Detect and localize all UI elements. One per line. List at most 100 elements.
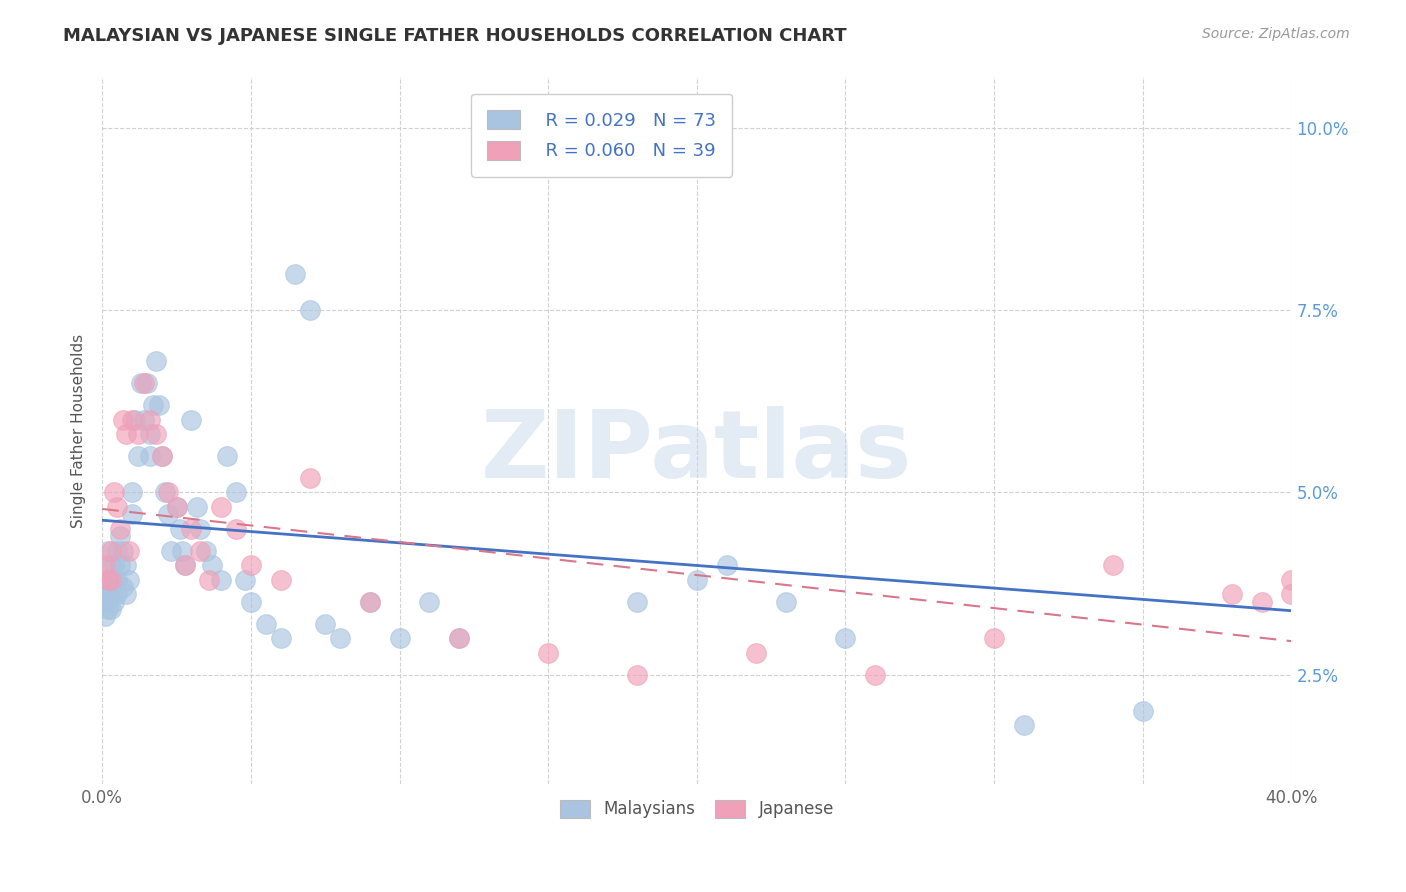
Point [329,631,352,645]
Point [195,543,218,558]
Point [156,485,179,500]
Legend: Malaysians, Japanese: Malaysians, Japanese [553,793,841,825]
Point [537,158,560,172]
Point [100,602,122,616]
Point [103,573,125,587]
Point [186,500,208,514]
Point [174,558,197,573]
Point [174,558,197,573]
Point [1132,704,1154,718]
Text: MALAYSIAN VS JAPANESE SINGLE FATHER HOUSEHOLDS CORRELATION CHART: MALAYSIAN VS JAPANESE SINGLE FATHER HOUS… [63,27,846,45]
Point [94,558,117,573]
Point [97,573,120,587]
Point [100,558,122,573]
Point [156,508,179,522]
Point [121,485,143,500]
Point [217,449,239,463]
Point [105,587,128,601]
Point [447,631,470,645]
Point [198,573,221,587]
Point [1250,595,1272,609]
Point [166,500,188,514]
Point [97,573,120,587]
Point [233,573,256,587]
Point [115,558,138,573]
Point [153,485,176,500]
Point [716,558,738,573]
Point [132,376,155,391]
Point [359,595,381,609]
Point [418,595,440,609]
Point [388,631,411,645]
Point [139,427,162,442]
Point [1220,587,1243,601]
Point [135,376,157,391]
Point [1012,718,1035,732]
Point [100,543,122,558]
Point [100,573,122,587]
Point [105,573,128,587]
Point [111,580,134,594]
Point [567,121,589,136]
Point [209,573,232,587]
Point [94,609,117,624]
Point [1102,558,1125,573]
Point [103,595,125,609]
Point [284,267,307,281]
Point [180,522,202,536]
Point [148,398,170,412]
Point [115,587,138,601]
Point [100,587,122,601]
Point [103,558,125,573]
Point [118,573,141,587]
Point [100,573,122,587]
Point [142,398,165,412]
Point [225,485,247,500]
Point [270,631,292,645]
Point [132,412,155,426]
Point [94,580,117,594]
Point [145,427,167,442]
Point [150,449,173,463]
Point [94,595,117,609]
Point [105,543,128,558]
Point [111,412,134,426]
Point [108,529,131,543]
Point [97,543,120,558]
Point [1281,587,1303,601]
Point [159,543,181,558]
Point [1281,573,1303,587]
Point [127,449,149,463]
Point [863,667,886,681]
Point [139,412,162,426]
Point [775,595,797,609]
Point [97,587,120,601]
Point [188,522,211,536]
Point [745,646,768,660]
Point [209,500,232,514]
Point [124,412,146,426]
Point [111,543,134,558]
Point [834,631,856,645]
Point [105,500,128,514]
Point [201,558,224,573]
Point [121,412,143,426]
Point [103,485,125,500]
Point [145,354,167,368]
Point [359,595,381,609]
Point [314,616,336,631]
Point [150,449,173,463]
Point [626,667,648,681]
Point [180,412,202,426]
Point [121,508,143,522]
Point [188,543,211,558]
Point [447,631,470,645]
Point [686,573,709,587]
Point [139,449,162,463]
Point [299,471,322,485]
Text: ZIPatlas: ZIPatlas [481,406,912,498]
Point [118,543,141,558]
Point [169,522,191,536]
Point [115,427,138,442]
Point [270,573,292,587]
